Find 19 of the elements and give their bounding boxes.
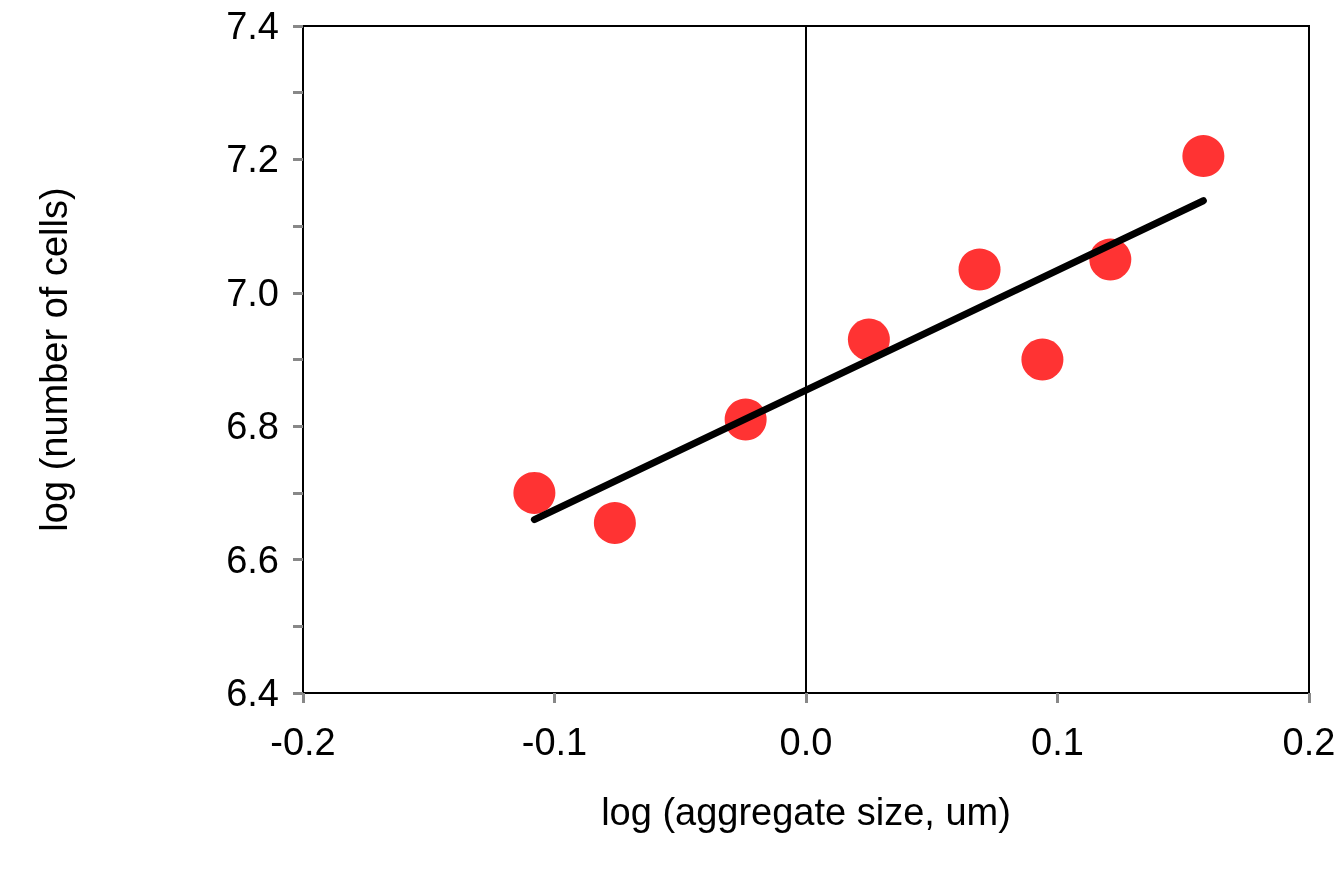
- x-tick-label: 0.0: [779, 721, 833, 763]
- point: [513, 471, 556, 514]
- y-tick-label: 6.6: [226, 538, 279, 581]
- x-tick-label: 0.2: [1282, 721, 1336, 763]
- point: [1021, 338, 1064, 381]
- y-tick-label: 6.4: [226, 672, 279, 714]
- y-tick-label: 7.4: [226, 5, 279, 47]
- y-tick-label: 7.0: [226, 271, 279, 314]
- x-tick-label: 0.1: [1031, 721, 1084, 763]
- point: [1182, 135, 1225, 178]
- x-tick-label: -0.1: [521, 721, 588, 763]
- x-tick-label: -0.2: [270, 721, 336, 763]
- y-tick-label: 7.2: [226, 138, 279, 181]
- y-axis-title: log (number of cells): [33, 187, 75, 532]
- x-axis-title: log (aggregate size, um): [601, 791, 1011, 833]
- point: [593, 501, 636, 544]
- y-tick-label: 6.8: [226, 405, 279, 448]
- point: [958, 248, 1001, 291]
- point: [847, 318, 890, 361]
